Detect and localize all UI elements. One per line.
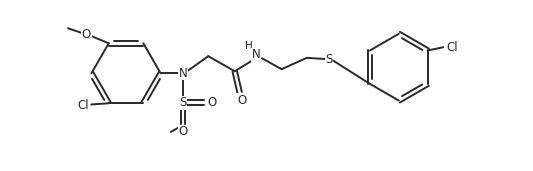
Text: N: N	[179, 67, 188, 80]
Text: O: O	[82, 28, 91, 41]
Text: O: O	[207, 96, 216, 109]
Text: Cl: Cl	[77, 99, 89, 112]
Text: O: O	[179, 125, 188, 138]
Text: H: H	[245, 41, 253, 51]
Text: Cl: Cl	[446, 41, 458, 54]
Text: S: S	[326, 53, 333, 66]
Text: S: S	[179, 96, 187, 109]
Text: N: N	[252, 48, 261, 61]
Text: O: O	[237, 94, 246, 107]
